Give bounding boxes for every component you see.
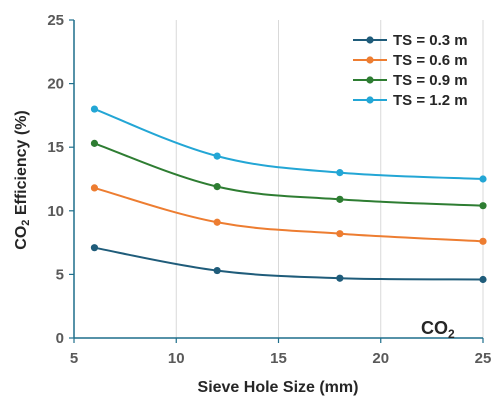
data-point-s1-3 xyxy=(479,237,487,245)
data-point-s2-1 xyxy=(213,183,221,191)
data-point-s3-3 xyxy=(479,175,487,183)
co2-annotation: CO2 xyxy=(421,318,455,341)
data-point-s2-3 xyxy=(479,202,487,210)
axes xyxy=(69,19,484,343)
x-axis-title: Sieve Hole Size (mm) xyxy=(198,379,359,396)
y-axis-title: CO2 Efficiency (%) xyxy=(13,110,32,249)
data-point-s1-2 xyxy=(336,230,344,238)
x-tick-label-3: 20 xyxy=(372,350,389,367)
x-tick-label-2: 15 xyxy=(270,350,287,367)
series-line-2 xyxy=(94,142,484,207)
annotation-main: CO xyxy=(421,318,448,338)
y-tick-label-1: 5 xyxy=(56,266,64,283)
x-tick-label-4: 25 xyxy=(475,350,492,367)
data-point-s2-2 xyxy=(336,195,344,203)
series-group xyxy=(90,105,487,284)
legend-label-2: TS = 0.9 m xyxy=(393,72,468,89)
data-point-s0-1 xyxy=(213,266,221,275)
x-tick-label-0: 5 xyxy=(70,350,78,367)
data-point-s1-1 xyxy=(213,218,221,226)
legend: TS = 0.3 m TS = 0.6 m TS = 0.9 m TS = 1.2 m xyxy=(353,32,468,109)
y-axis-title-rest: Efficiency (%) xyxy=(13,110,30,219)
legend-label-0: TS = 0.3 m xyxy=(393,32,468,49)
y-tick-label-3: 15 xyxy=(47,139,64,156)
y-tick-label-5: 25 xyxy=(47,12,64,29)
data-point-s0-0 xyxy=(90,244,99,252)
data-point-s3-0 xyxy=(90,105,99,113)
y-tick-label-4: 20 xyxy=(47,76,64,93)
legend-label-3: TS = 1.2 m xyxy=(393,92,468,109)
data-point-s1-0 xyxy=(90,184,99,192)
y-axis-title-subscript: 2 xyxy=(20,220,32,226)
y-tick-label-0: 0 xyxy=(56,330,64,347)
legend-marker-1 xyxy=(366,56,374,64)
series-line-0 xyxy=(94,246,484,281)
data-point-s0-3 xyxy=(479,275,487,284)
data-point-s0-2 xyxy=(336,274,344,282)
series-line-3 xyxy=(94,108,484,180)
legend-marker-2 xyxy=(366,76,374,84)
y-tick-label-2: 10 xyxy=(47,203,64,220)
y-axis-title-main: CO xyxy=(13,226,30,250)
data-point-s2-0 xyxy=(90,139,99,147)
x-tick-label-1: 10 xyxy=(168,350,185,367)
legend-label-1: TS = 0.6 m xyxy=(393,52,468,69)
series-line-1 xyxy=(94,186,484,243)
legend-marker-3 xyxy=(366,96,374,104)
data-point-s3-2 xyxy=(336,169,344,177)
annotation-subscript: 2 xyxy=(448,327,455,341)
data-point-s3-1 xyxy=(213,152,221,160)
legend-marker-0 xyxy=(366,36,374,44)
